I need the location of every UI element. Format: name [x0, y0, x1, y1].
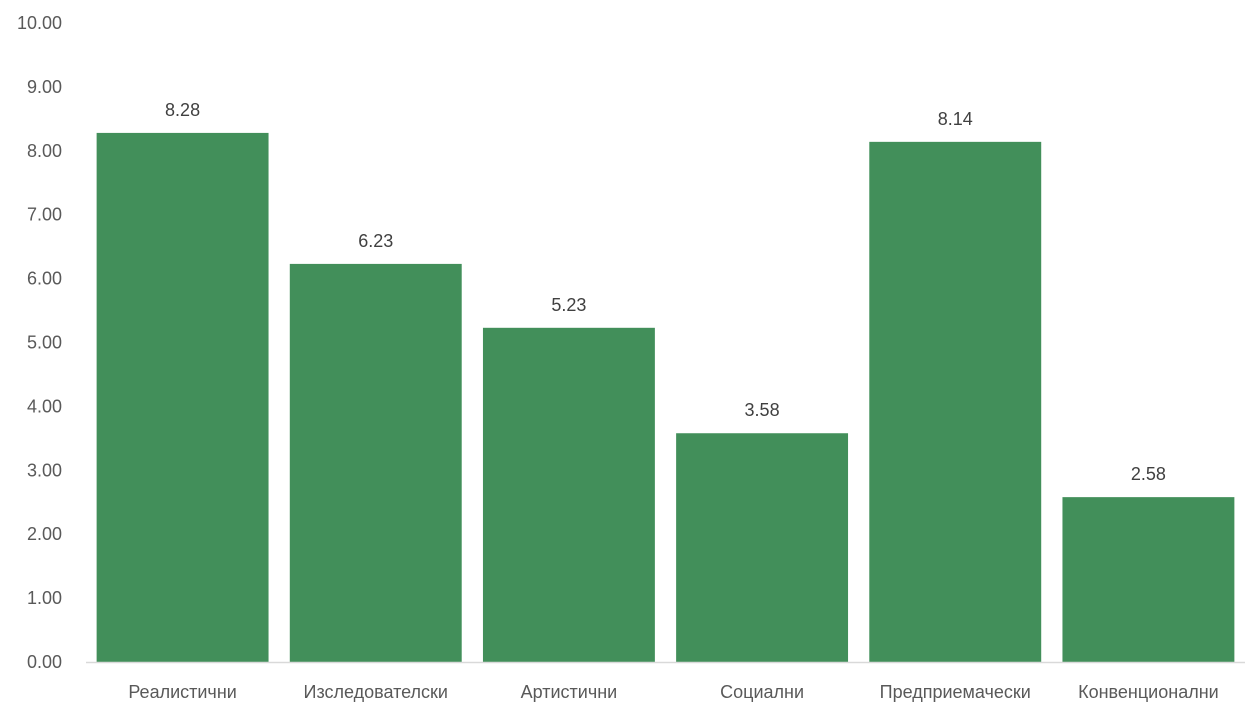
category-label: Изследователски — [304, 682, 448, 702]
data-label: 8.14 — [938, 109, 973, 129]
data-labels-group: 8.28 6.23 5.23 3.58 8.14 2.58 — [165, 100, 1166, 484]
y-tick-label: 3.00 — [27, 460, 62, 480]
bar-6 — [1062, 497, 1235, 662]
y-tick-label: 8.00 — [27, 141, 62, 161]
data-label: 8.28 — [165, 100, 200, 120]
category-label: Социални — [720, 682, 804, 702]
y-tick-label: 0.00 — [27, 652, 62, 672]
y-tick-label: 10.00 — [17, 13, 62, 33]
data-label: 2.58 — [1131, 464, 1166, 484]
y-tick-label: 2.00 — [27, 524, 62, 544]
category-labels-group: Реалистични Изследователски Артистични Соци… — [128, 682, 1218, 702]
data-label: 5.23 — [551, 295, 586, 315]
y-tick-label: 1.00 — [27, 588, 62, 608]
y-tick-label: 5.00 — [27, 333, 62, 353]
category-label: Конвенционални — [1078, 682, 1219, 702]
y-axis-ticks: 0.00 1.00 2.00 3.00 4.00 5.00 6.00 7.00 8.00 9.00… — [17, 13, 62, 672]
bar-3 — [482, 327, 655, 662]
y-tick-label: 4.00 — [27, 396, 62, 416]
y-tick-label: 9.00 — [27, 77, 62, 97]
category-label: Артистични — [521, 682, 618, 702]
bar-2 — [289, 263, 462, 662]
bar-4 — [676, 433, 849, 662]
y-tick-label: 7.00 — [27, 205, 62, 225]
category-label: Реалистични — [128, 682, 236, 702]
bar-5 — [869, 141, 1042, 662]
data-label: 6.23 — [358, 231, 393, 251]
data-label: 3.58 — [745, 400, 780, 420]
y-tick-label: 6.00 — [27, 269, 62, 289]
bars-group — [96, 132, 1235, 662]
bar-1 — [96, 132, 269, 662]
category-label: Предприемачески — [880, 682, 1031, 702]
